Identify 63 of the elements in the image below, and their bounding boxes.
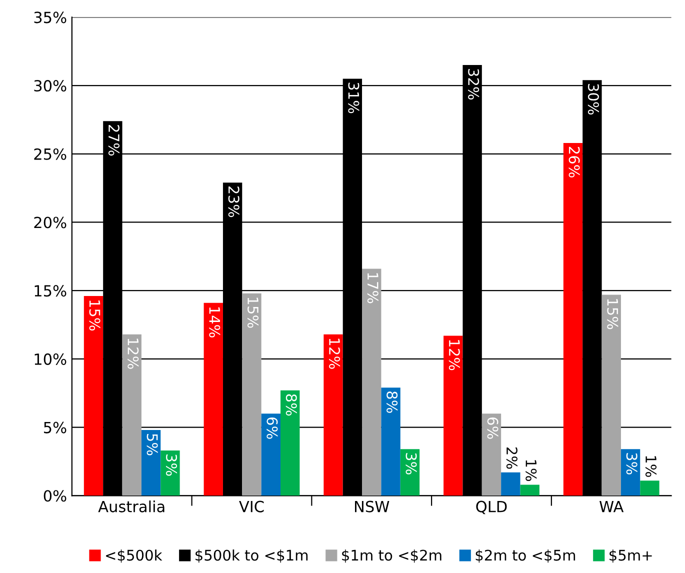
bar xyxy=(381,388,400,496)
data-label: 17% xyxy=(367,273,378,304)
bar xyxy=(242,293,262,496)
bar xyxy=(261,414,281,496)
x-tick-label: WA xyxy=(600,500,624,512)
y-tick-label: 10% xyxy=(34,353,66,365)
data-label: 15% xyxy=(248,298,259,328)
y-tick-label: 35% xyxy=(34,12,66,24)
data-label: 15% xyxy=(607,299,618,330)
bar xyxy=(563,142,583,496)
bar xyxy=(602,294,621,496)
legend-label: $2m to <$5m xyxy=(476,549,576,563)
data-label: 15% xyxy=(89,300,100,331)
x-tick-label: Australia xyxy=(98,500,164,512)
data-label: 1% xyxy=(645,456,657,477)
y-tick-label: 15% xyxy=(34,285,66,297)
legend-label: <$500k xyxy=(106,549,162,563)
bar xyxy=(160,450,180,496)
data-label: 3% xyxy=(626,453,638,474)
bar xyxy=(620,449,640,496)
bar xyxy=(122,334,142,496)
x-tick-label: VIC xyxy=(239,500,264,512)
x-tick-label: NSW xyxy=(354,500,390,512)
legend-label: $500k to <$1m xyxy=(196,549,308,563)
bar xyxy=(141,430,161,496)
data-label: 3% xyxy=(406,453,417,474)
y-tick-label: 20% xyxy=(34,216,66,228)
data-label: 8% xyxy=(386,392,398,413)
data-label: 6% xyxy=(266,418,278,439)
data-label: 5% xyxy=(146,434,158,456)
x-tick-label: QLD xyxy=(476,500,507,514)
data-label: 6% xyxy=(487,418,498,439)
bar xyxy=(280,390,300,496)
data-label: 14% xyxy=(209,307,220,338)
data-label: 23% xyxy=(228,186,240,218)
data-label: 32% xyxy=(468,69,480,100)
bar xyxy=(204,302,223,496)
data-label: 26% xyxy=(568,146,580,178)
legend-label: $5m+ xyxy=(610,549,652,563)
legend-label: $1m to <$2m xyxy=(342,549,442,563)
bar xyxy=(324,334,343,496)
data-label: 12% xyxy=(329,338,340,369)
data-label: 31% xyxy=(348,82,360,114)
y-tick-label: 30% xyxy=(34,80,66,92)
data-label: 1% xyxy=(526,460,537,482)
data-label: 12% xyxy=(448,340,460,370)
bar xyxy=(520,484,540,496)
bar xyxy=(84,296,104,496)
data-label: 30% xyxy=(588,84,599,115)
bar xyxy=(444,336,463,496)
bar xyxy=(640,480,660,496)
data-label: 2% xyxy=(506,447,518,469)
y-tick-label: 0% xyxy=(44,490,66,502)
bar xyxy=(482,414,502,496)
data-label: 3% xyxy=(166,454,178,476)
bar xyxy=(400,449,420,496)
y-tick-label: 5% xyxy=(44,422,66,434)
bar xyxy=(501,472,520,496)
y-tick-label: 25% xyxy=(34,148,66,160)
data-label: 8% xyxy=(286,394,297,416)
bar xyxy=(362,268,382,496)
data-label: 12% xyxy=(128,338,139,369)
data-label: 27% xyxy=(108,125,120,156)
